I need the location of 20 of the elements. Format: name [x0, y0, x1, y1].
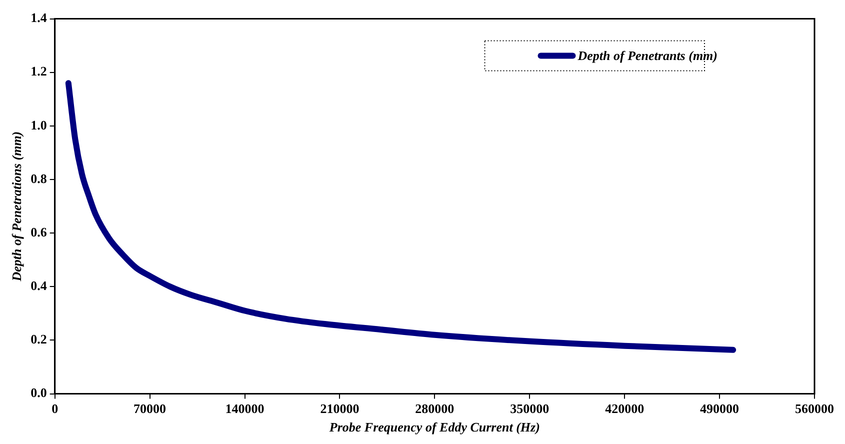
y-tick-label: 0.2 — [30, 332, 47, 347]
y-tick-label: 0.4 — [30, 278, 48, 294]
y-tick-label: 0.0 — [30, 385, 47, 400]
x-tick-label: 280000 — [415, 400, 454, 416]
y-tick-label: 1.0 — [30, 117, 47, 132]
legend-label: Depth of Penetrants (mm) — [576, 48, 718, 64]
y-tick-label: 1.2 — [30, 64, 47, 79]
x-tick-label: 210000 — [320, 400, 360, 416]
x-tick-label: 420000 — [605, 400, 644, 416]
y-tick-label: 1.4 — [30, 10, 48, 26]
x-tick-label: 350000 — [510, 400, 550, 416]
x-tick-label: 0 — [52, 400, 58, 416]
x-tick-label: 560000 — [795, 400, 834, 416]
y-axis-title: Depth of Penetrations (mm) — [9, 131, 24, 282]
x-tick-label: 140000 — [225, 400, 264, 416]
x-tick-label: 70000 — [134, 400, 166, 416]
x-axis-title: Probe Frequency of Eddy Current (Hz) — [329, 420, 540, 435]
y-tick-label: 0.8 — [30, 170, 48, 186]
y-tick-label: 0.6 — [30, 224, 48, 240]
x-tick-label: 490000 — [700, 400, 740, 416]
